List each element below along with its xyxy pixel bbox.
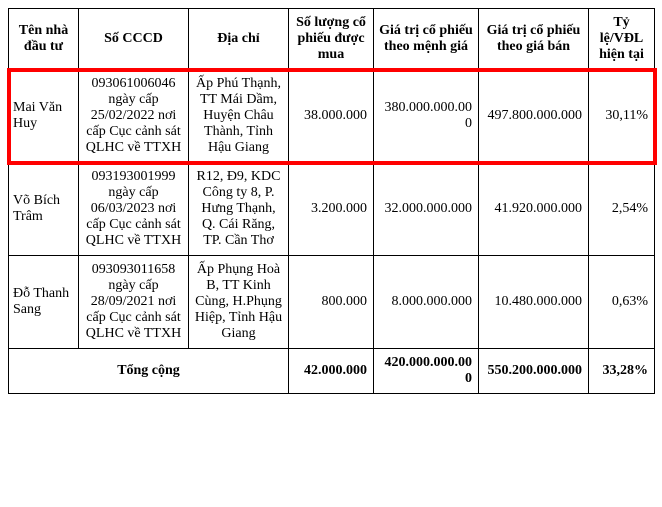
cell-menhgia: 380.000.000.000 bbox=[374, 70, 479, 163]
col-diachi: Địa chỉ bbox=[189, 9, 289, 70]
cell-diachi: Ấp Phụng Hoà B, TT Kinh Cùng, H.Phụng Hi… bbox=[189, 256, 289, 349]
cell-diachi: Ấp Phú Thạnh, TT Mái Dầm, Huyện Châu Thà… bbox=[189, 70, 289, 163]
cell-cccd: 093093011658 ngày cấp 28/09/2021 nơi cấp… bbox=[79, 256, 189, 349]
col-menhgia: Giá trị cổ phiếu theo mệnh giá bbox=[374, 9, 479, 70]
footer-soluong: 42.000.000 bbox=[289, 349, 374, 394]
investor-table: Tên nhà đầu tư Số CCCD Địa chỉ Số lượng … bbox=[8, 8, 655, 394]
cell-soluong: 3.200.000 bbox=[289, 163, 374, 256]
table-row: Võ Bích Trâm 093193001999 ngày cấp 06/03… bbox=[9, 163, 655, 256]
cell-cccd: 093193001999 ngày cấp 06/03/2023 nơi cấp… bbox=[79, 163, 189, 256]
col-ten: Tên nhà đầu tư bbox=[9, 9, 79, 70]
cell-diachi: R12, Đ9, KDC Công ty 8, P. Hưng Thạnh, Q… bbox=[189, 163, 289, 256]
col-soluong: Số lượng cổ phiếu được mua bbox=[289, 9, 374, 70]
table-row: Mai Văn Huy 093061006046 ngày cấp 25/02/… bbox=[9, 70, 655, 163]
table-header-row: Tên nhà đầu tư Số CCCD Địa chỉ Số lượng … bbox=[9, 9, 655, 70]
cell-tyle: 0,63% bbox=[589, 256, 655, 349]
cell-tyle: 2,54% bbox=[589, 163, 655, 256]
cell-tyle: 30,11% bbox=[589, 70, 655, 163]
footer-label: Tổng cộng bbox=[9, 349, 289, 394]
cell-ten: Võ Bích Trâm bbox=[9, 163, 79, 256]
footer-menhgia: 420.000.000.000 bbox=[374, 349, 479, 394]
cell-ten: Đỗ Thanh Sang bbox=[9, 256, 79, 349]
cell-giaban: 10.480.000.000 bbox=[479, 256, 589, 349]
cell-giaban: 497.800.000.000 bbox=[479, 70, 589, 163]
col-cccd: Số CCCD bbox=[79, 9, 189, 70]
cell-ten: Mai Văn Huy bbox=[9, 70, 79, 163]
footer-giaban: 550.200.000.000 bbox=[479, 349, 589, 394]
cell-cccd: 093061006046 ngày cấp 25/02/2022 nơi cấp… bbox=[79, 70, 189, 163]
cell-menhgia: 32.000.000.000 bbox=[374, 163, 479, 256]
table-footer-row: Tổng cộng 42.000.000 420.000.000.000 550… bbox=[9, 349, 655, 394]
cell-menhgia: 8.000.000.000 bbox=[374, 256, 479, 349]
col-giaban: Giá trị cổ phiếu theo giá bán bbox=[479, 9, 589, 70]
table-row: Đỗ Thanh Sang 093093011658 ngày cấp 28/0… bbox=[9, 256, 655, 349]
investor-table-wrap: Tên nhà đầu tư Số CCCD Địa chỉ Số lượng … bbox=[8, 8, 654, 394]
col-tyle: Tỷ lệ/VĐL hiện tại bbox=[589, 9, 655, 70]
cell-soluong: 38.000.000 bbox=[289, 70, 374, 163]
cell-soluong: 800.000 bbox=[289, 256, 374, 349]
footer-tyle: 33,28% bbox=[589, 349, 655, 394]
cell-giaban: 41.920.000.000 bbox=[479, 163, 589, 256]
